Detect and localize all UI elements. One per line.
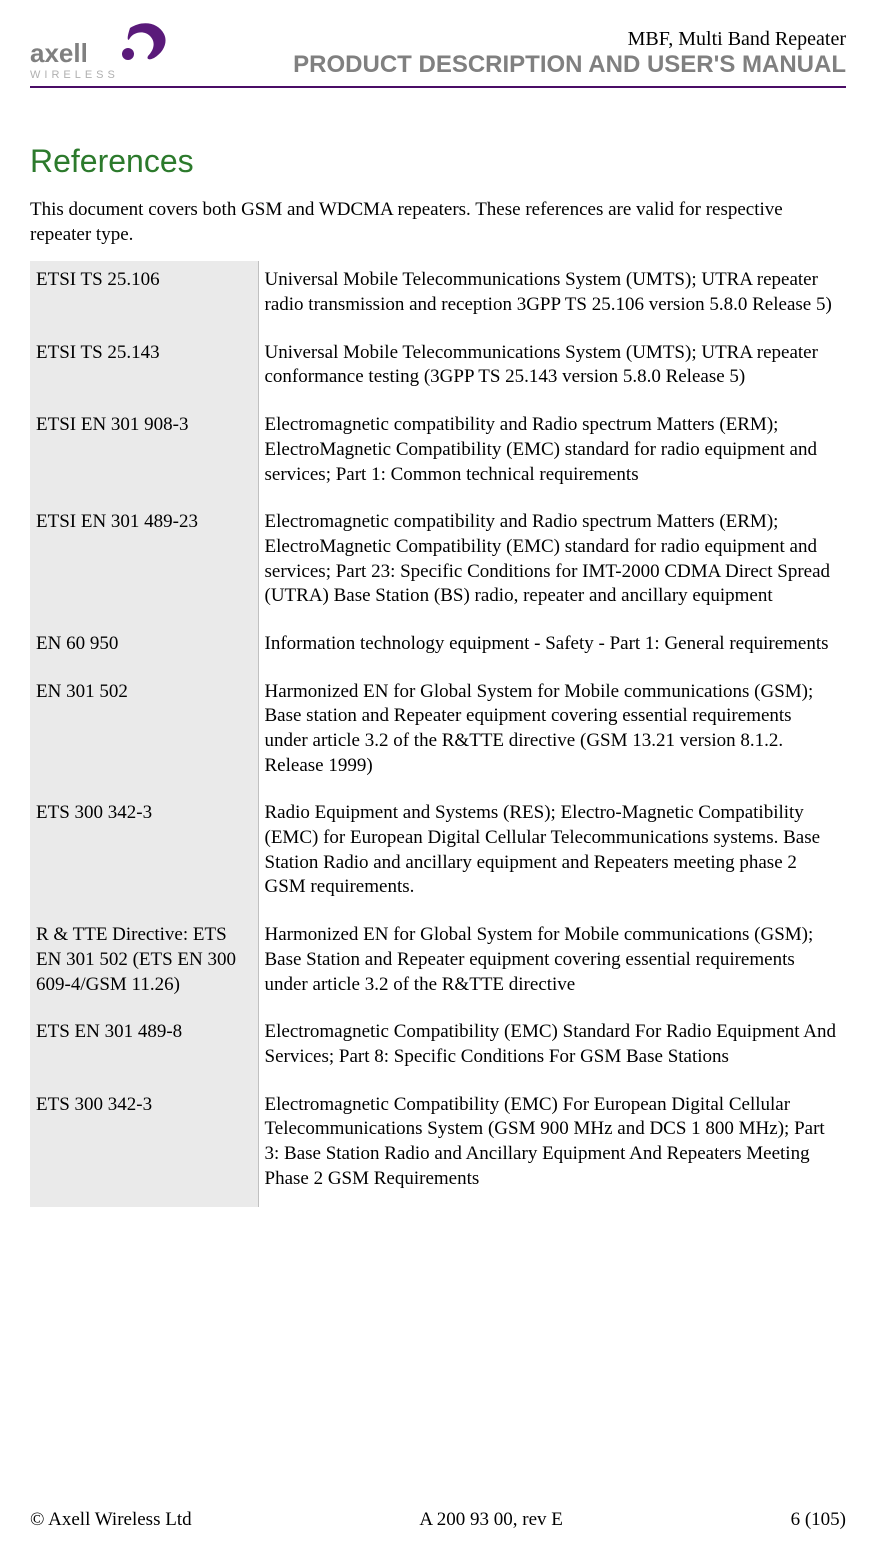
- ref-desc: Harmonized EN for Global System for Mobi…: [258, 673, 846, 795]
- page-footer: © Axell Wireless Ltd A 200 93 00, rev E …: [30, 1509, 846, 1531]
- ref-code: ETSI TS 25.106: [30, 261, 258, 333]
- ref-code: R & TTE Directive: ETS EN 301 502 (ETS E…: [30, 916, 258, 1013]
- table-row: R & TTE Directive: ETS EN 301 502 (ETS E…: [30, 916, 846, 1013]
- ref-desc: Electromagnetic Compatibility (EMC) For …: [258, 1086, 846, 1208]
- table-row: ETS EN 301 489-8Electromagnetic Compatib…: [30, 1013, 846, 1085]
- footer-right: 6 (105): [791, 1509, 846, 1531]
- ref-desc: Universal Mobile Telecommunications Syst…: [258, 334, 846, 406]
- references-body: ETSI TS 25.106Universal Mobile Telecommu…: [30, 261, 846, 1207]
- ref-desc: Electromagnetic compatibility and Radio …: [258, 406, 846, 503]
- references-table: ETSI TS 25.106Universal Mobile Telecommu…: [30, 261, 846, 1207]
- ref-code: ETSI TS 25.143: [30, 334, 258, 406]
- table-row: ETSI TS 25.143Universal Mobile Telecommu…: [30, 334, 846, 406]
- ref-code: ETS 300 342-3: [30, 794, 258, 916]
- logo: axell WIRELESS: [30, 20, 180, 80]
- ref-desc: Information technology equipment - Safet…: [258, 625, 846, 673]
- section-heading: References: [30, 143, 846, 180]
- table-row: EN 301 502Harmonized EN for Global Syste…: [30, 673, 846, 795]
- header-titles: MBF, Multi Band Repeater PRODUCT DESCRIP…: [293, 20, 846, 79]
- footer-left: © Axell Wireless Ltd: [30, 1509, 192, 1531]
- ref-code: ETS 300 342-3: [30, 1086, 258, 1208]
- header-divider: [30, 86, 846, 88]
- ref-code: ETSI EN 301 489-23: [30, 503, 258, 625]
- svg-text:axell: axell: [30, 38, 88, 68]
- table-row: ETSI TS 25.106Universal Mobile Telecommu…: [30, 261, 846, 333]
- ref-code: ETSI EN 301 908-3: [30, 406, 258, 503]
- ref-desc: Electromagnetic Compatibility (EMC) Stan…: [258, 1013, 846, 1085]
- ref-desc: Radio Equipment and Systems (RES); Elect…: [258, 794, 846, 916]
- ref-code: ETS EN 301 489-8: [30, 1013, 258, 1085]
- footer-center: A 200 93 00, rev E: [419, 1509, 563, 1531]
- axell-logo-icon: axell WIRELESS: [30, 20, 180, 80]
- header-subtitle: MBF, Multi Band Repeater: [293, 28, 846, 51]
- page-header: axell WIRELESS MBF, Multi Band Repeater …: [30, 20, 846, 80]
- table-row: ETS 300 342-3Electromagnetic Compatibili…: [30, 1086, 846, 1208]
- ref-desc: Universal Mobile Telecommunications Syst…: [258, 261, 846, 333]
- ref-code: EN 60 950: [30, 625, 258, 673]
- ref-desc: Electromagnetic compatibility and Radio …: [258, 503, 846, 625]
- table-row: ETSI EN 301 489-23Electromagnetic compat…: [30, 503, 846, 625]
- ref-desc: Harmonized EN for Global System for Mobi…: [258, 916, 846, 1013]
- header-title: PRODUCT DESCRIPTION AND USER'S MANUAL: [293, 51, 846, 79]
- intro-text: This document covers both GSM and WDCMA …: [30, 198, 846, 247]
- ref-code: EN 301 502: [30, 673, 258, 795]
- svg-text:WIRELESS: WIRELESS: [30, 69, 119, 80]
- page: axell WIRELESS MBF, Multi Band Repeater …: [0, 0, 876, 1561]
- table-row: EN 60 950Information technology equipmen…: [30, 625, 846, 673]
- table-row: ETS 300 342-3Radio Equipment and Systems…: [30, 794, 846, 916]
- table-row: ETSI EN 301 908-3Electromagnetic compati…: [30, 406, 846, 503]
